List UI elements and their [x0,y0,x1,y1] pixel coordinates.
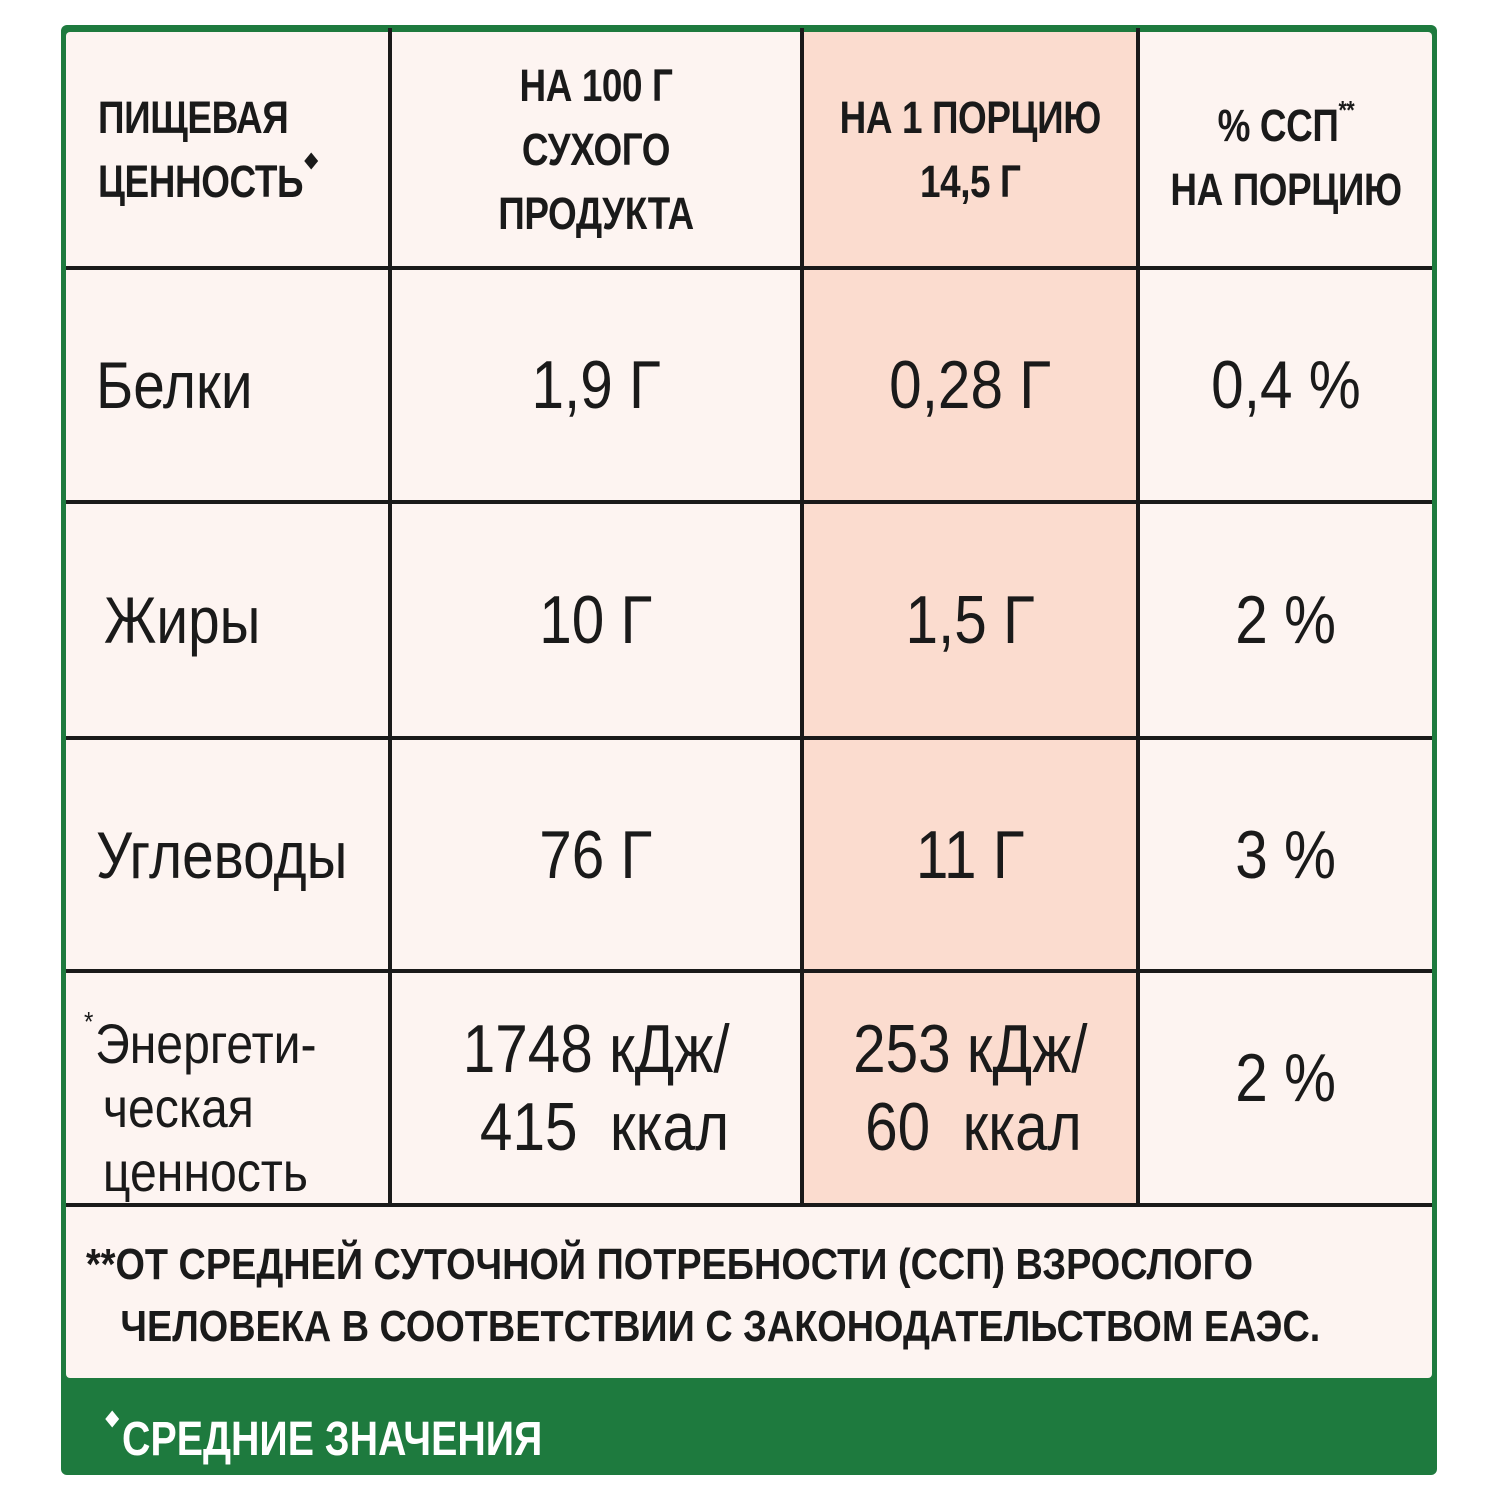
average-values-label: СРЕДНИЕ ЗНАЧЕНИЯ [122,1413,543,1466]
column-divider [800,28,804,1206]
value: 415 ккал [479,1089,729,1165]
header-percent-daily: % ССП** НА ПОРЦИЮ [1140,70,1432,230]
nutrient-name: Углеводы [96,817,348,892]
column-divider [388,28,392,1206]
header-line: СУХОГО ПРОДУКТА [498,124,694,239]
footnote-mark: * [84,1006,94,1037]
header-per-100g: НА 100 Г СУХОГО ПРОДУКТА [392,60,800,239]
header-line: ЦЕННОСТЬ [98,156,304,207]
footnote-mark: ** [1338,95,1355,125]
row-divider [66,1203,1432,1207]
value: 76 Г [539,816,653,893]
header-per-portion: НА 1 ПОРЦИЮ 14,5 Г [804,70,1136,230]
row-energy-percent: 2 % [1140,973,1432,1183]
row-energy-per100: 1748 кДж/ 415 ккал [392,973,800,1203]
header-line: 14,5 Г [919,156,1021,207]
header-line: % ССП [1217,100,1339,151]
value: 1,5 Г [905,582,1035,658]
row-carbs-percent: 3 % [1140,740,1432,969]
footnote-line: ЧЕЛОВЕКА В СООТВЕТСТВИИ С ЗАКОНОДАТЕЛЬСТ… [120,1302,1321,1351]
nutrient-name: Белки [96,348,253,422]
row-fat-label: Жиры [104,504,388,736]
row-protein-per100: 1,9 Г [392,270,800,500]
footnote-line: **ОТ СРЕДНЕЙ СУТОЧНОЙ ПОТРЕБНОСТИ (ССП) … [86,1240,1254,1289]
row-divider [66,266,1432,270]
row-energy-label: *Энергети- ческая ценность [84,990,388,1203]
header-line: ПИЩЕВАЯ [98,92,289,143]
diamond-icon [105,1410,120,1428]
header-line: НА 1 ПОРЦИЮ [839,92,1101,143]
row-fat-per-portion: 1,5 Г [804,504,1136,736]
row-divider [66,736,1432,740]
header-nutritional-value: ПИЩЕВАЯ ЦЕННОСТЬ [98,70,388,230]
portion-column-highlight [802,32,1139,1206]
value: 3 % [1235,816,1337,893]
row-energy-per-portion: 253 кДж/ 60 ккал [804,973,1136,1203]
row-protein-percent: 0,4 % [1140,270,1432,500]
nutrient-name: Жиры [104,583,261,657]
value: 0,4 % [1211,347,1361,423]
row-fat-percent: 2 % [1140,504,1432,736]
value: 11 Г [915,816,1025,893]
energy-label-line: Энергети- [95,1012,317,1075]
row-carbs-per-portion: 11 Г [804,740,1136,969]
value: 0,28 Г [889,347,1051,423]
column-divider [1136,28,1140,1206]
value: 1,9 Г [531,347,661,423]
header-line: НА 100 Г [519,60,673,111]
header-line: НА ПОРЦИЮ [1170,164,1402,215]
value: 1748 кДж/ [462,1011,730,1087]
value: 2 % [1235,1040,1337,1116]
footnote: **ОТ СРЕДНЕЙ СУТОЧНОЙ ПОТРЕБНОСТИ (ССП) … [86,1234,1321,1358]
row-carbs-label: Углеводы [96,740,388,969]
value: 10 Г [539,582,653,658]
nutrition-panel [66,32,1432,1378]
row-divider [66,500,1432,504]
row-carbs-per100: 76 Г [392,740,800,969]
energy-label-line: ценность [102,1140,308,1203]
row-protein-label: Белки [96,270,388,500]
value: 60 ккал [864,1089,1082,1165]
value: 2 % [1235,582,1337,658]
energy-label-line: ческая [102,1076,254,1139]
row-protein-per-portion: 0,28 Г [804,270,1136,500]
row-divider [66,969,1432,973]
value: 253 кДж/ [852,1011,1088,1087]
average-values-note: СРЕДНИЕ ЗНАЧЕНИЯ [104,1410,542,1470]
diamond-icon [304,152,319,170]
row-fat-per100: 10 Г [392,504,800,736]
